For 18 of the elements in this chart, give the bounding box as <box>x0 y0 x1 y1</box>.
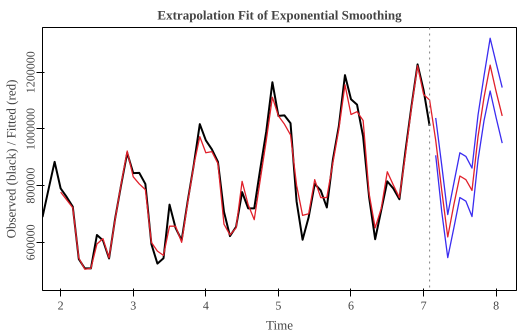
x-tick-label: 7 <box>420 298 427 312</box>
line-series <box>60 64 503 270</box>
y-tick-label: 600000 <box>24 224 38 260</box>
x-tick-label: 2 <box>58 298 64 312</box>
x-tick-label: 8 <box>493 298 500 312</box>
chart-title: Extrapolation Fit of Exponential Smoothing <box>157 8 402 22</box>
y-tick-label: 1200000 <box>24 51 38 94</box>
x-axis-title: Time <box>266 318 294 332</box>
line-series <box>435 38 503 216</box>
line-series <box>435 90 503 258</box>
y-tick-label: 800000 <box>24 168 38 204</box>
x-tick-label: 5 <box>275 298 282 312</box>
x-tick-label: 4 <box>202 298 209 312</box>
line-series <box>42 63 431 270</box>
x-tick-label: 6 <box>348 298 354 312</box>
y-axis-title: Observed (black) / Fitted (red) <box>4 80 18 238</box>
y-tick-label: 1000000 <box>24 108 38 150</box>
x-tick-label: 3 <box>130 298 136 312</box>
